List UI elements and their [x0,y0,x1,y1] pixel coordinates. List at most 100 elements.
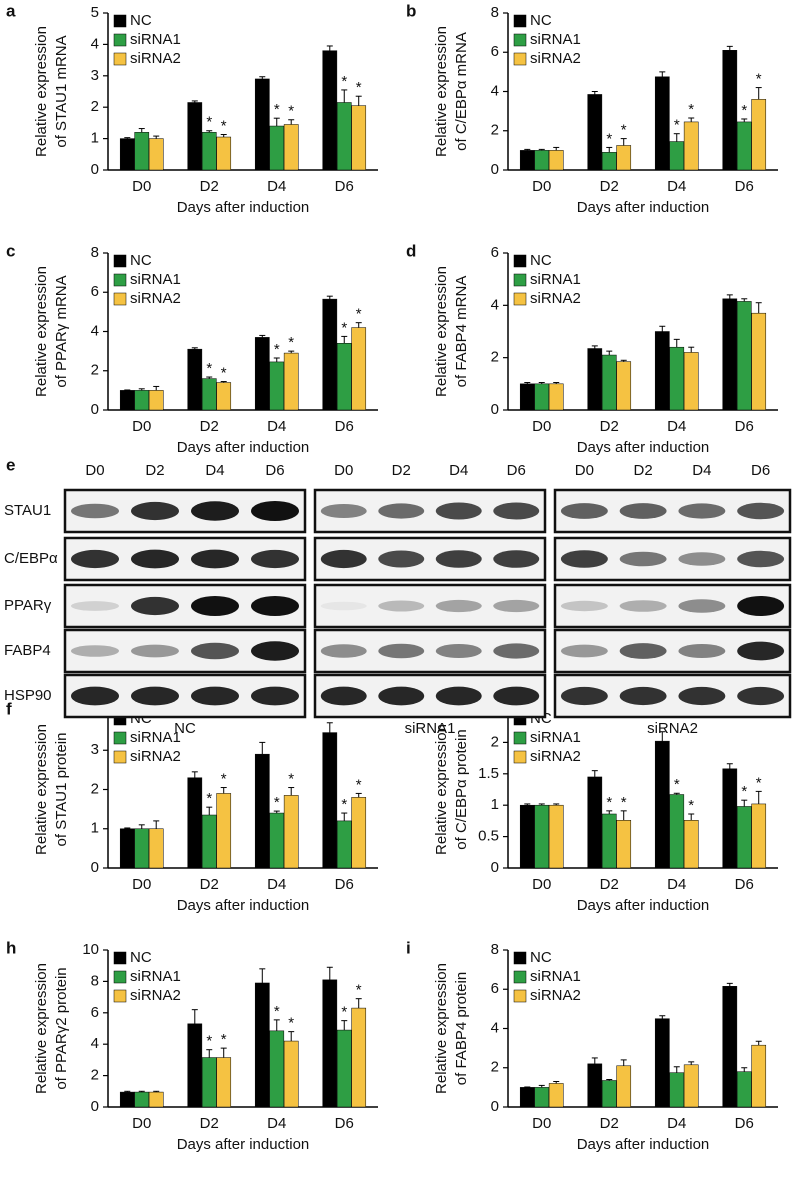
error-bar [606,146,613,153]
lane-label: D2 [392,462,411,479]
bar [187,348,203,411]
significance-marker: * [606,794,612,811]
x-tick-label: D0 [132,1115,151,1132]
band [435,599,482,613]
y-tick-label: 6 [491,244,499,261]
y-tick-label: 0 [491,161,499,178]
bar [654,331,670,411]
y-tick-label: 4 [491,82,499,99]
error-bar [206,130,213,133]
legend-label: siRNA2 [130,987,181,1004]
band [737,502,785,520]
error-bar [326,722,333,733]
y-axis-label: of STAU1 mRNA [53,35,70,147]
bar [654,1018,670,1108]
band [435,644,482,658]
bar [548,383,564,411]
error-bar [206,1049,213,1058]
error-bar [741,799,748,807]
y-tick-label: 2 [491,349,499,366]
band [493,599,540,613]
x-tick-label: D2 [600,1115,619,1132]
protein-label: STAU1 [4,502,51,519]
protein-label: C/EBPα [4,550,58,567]
error-bar [191,771,198,778]
y-axis-label: Relative expression [33,724,50,855]
bar [119,1091,135,1108]
significance-marker: * [741,102,747,119]
band [378,600,425,612]
panel-letter: b [406,1,416,20]
significance-marker: * [341,1004,347,1021]
bar [669,141,685,171]
band [619,686,667,706]
legend-swatch [113,52,127,66]
x-tick-label: D4 [667,418,686,435]
error-bar [288,350,295,354]
error-bar [659,71,666,77]
bar [134,828,150,869]
significance-marker: * [606,130,612,147]
band [619,600,667,612]
bar [134,1091,150,1108]
bar [534,383,550,411]
band [378,503,425,519]
band [737,596,785,616]
bar [722,768,738,869]
bar [119,138,135,171]
error-bar [755,87,762,100]
error-bar [259,741,266,755]
bar [519,1087,535,1108]
legend-swatch [513,989,527,1003]
x-tick-label: D4 [267,1115,286,1132]
x-tick-label: D6 [735,876,754,893]
error-bar [688,117,695,122]
bar [351,105,367,171]
error-bar [273,810,280,814]
significance-marker: * [356,776,362,793]
error-bar [326,966,333,980]
bar [148,138,164,171]
significance-marker: * [221,365,227,382]
bar [534,804,550,869]
error-bar [659,731,666,742]
error-bar [524,148,531,151]
bar [669,794,685,869]
x-tick-label: D6 [335,1115,354,1132]
legend-label: NC [130,12,152,29]
legend-swatch [113,273,127,287]
bar [616,1065,632,1108]
bar [587,1063,603,1108]
bar [322,50,338,171]
bar [736,1071,752,1108]
band [131,501,179,521]
bar [683,121,699,171]
y-tick-label: 3 [91,67,99,84]
error-bar [355,322,362,328]
legend-swatch [513,292,527,306]
band [560,550,608,568]
error-bar [620,359,627,362]
significance-marker: * [674,117,680,134]
band [320,686,367,706]
bar [736,806,752,869]
legend-label: siRNA2 [530,987,581,1004]
band [191,501,239,521]
x-tick-label: D6 [335,178,354,195]
error-bar [341,89,348,103]
band [71,503,119,519]
error-bar [259,334,266,338]
legend-label: siRNA2 [530,50,581,67]
significance-marker: * [274,1003,280,1020]
legend-label: siRNA1 [530,31,581,48]
bar [751,1044,767,1108]
bar [601,813,617,869]
bar [322,732,338,869]
legend-swatch [513,52,527,66]
y-tick-label: 8 [91,244,99,261]
bar [751,99,767,171]
error-bar [326,295,333,300]
legend-swatch [513,970,527,984]
legend-swatch [113,731,127,745]
error-bar [153,385,160,391]
